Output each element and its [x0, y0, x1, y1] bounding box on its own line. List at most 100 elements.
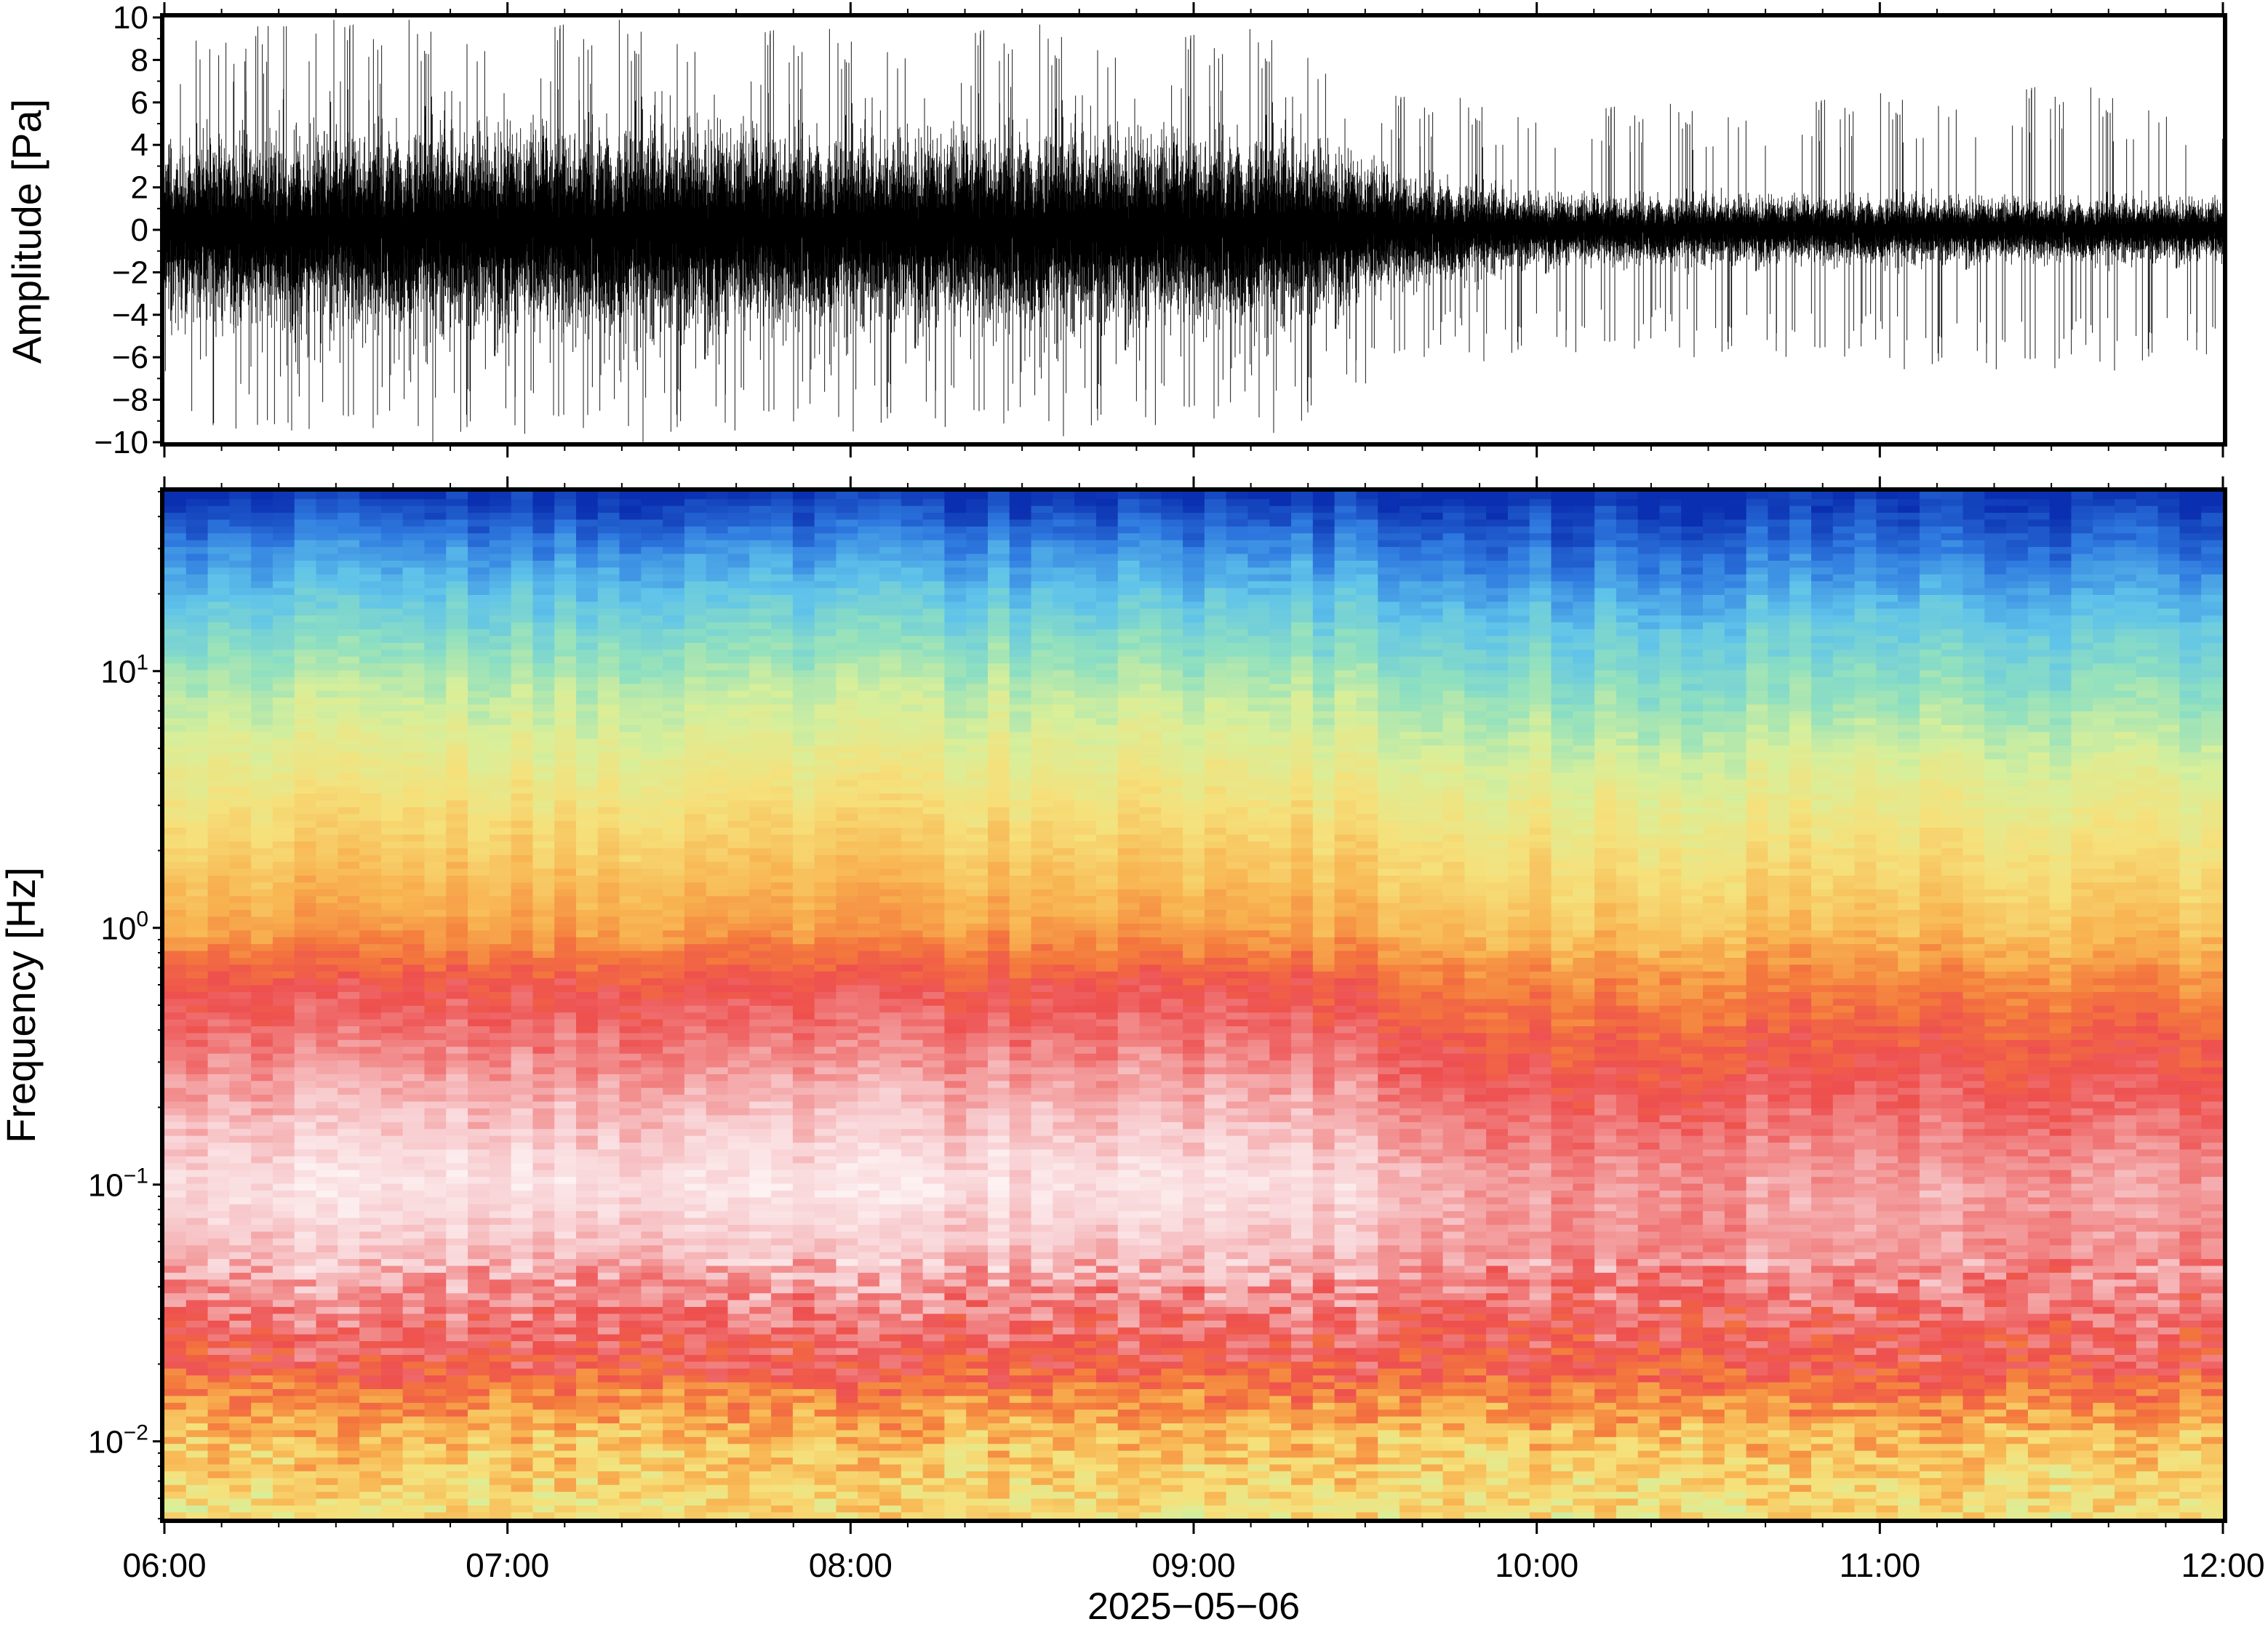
- spectrogram-cell: [229, 1039, 252, 1047]
- spectrogram-cell: [706, 1266, 729, 1273]
- spectrogram-cell: [251, 642, 273, 649]
- spectrogram-cell: [771, 937, 794, 944]
- spectrogram-cell: [208, 827, 231, 834]
- spectrogram-cell: [598, 1033, 620, 1040]
- spectrogram-cell: [706, 532, 729, 540]
- spectrogram-cell: [706, 813, 729, 820]
- spectrogram-cell: [532, 1224, 555, 1231]
- spectrogram-cell: [338, 1135, 360, 1143]
- spectrogram-cell: [511, 889, 534, 896]
- spectrogram-cell: [186, 1471, 209, 1478]
- spectrogram-cell: [359, 1292, 382, 1300]
- spectrogram-cell: [684, 1484, 707, 1492]
- spectrogram-cell: [598, 553, 620, 561]
- spectrogram-cell: [598, 745, 620, 752]
- spectrogram-cell: [186, 560, 209, 567]
- spectrogram-cell: [316, 895, 339, 903]
- spectrogram-cell: [403, 985, 426, 992]
- waveform-y-tick-label: 8: [131, 42, 148, 78]
- spectrogram-cell: [576, 519, 599, 527]
- spectrogram-cell: [490, 916, 512, 924]
- spectrogram-cell: [273, 1286, 295, 1293]
- spectrogram-cell: [468, 601, 490, 609]
- spectrogram-cell: [164, 800, 187, 807]
- spectrogram-cell: [381, 738, 404, 745]
- spectrogram-cell: [641, 916, 663, 924]
- spectrogram-cell: [858, 1266, 880, 1273]
- spectrogram-cell: [164, 752, 187, 759]
- spectrogram-cell: [208, 1286, 231, 1293]
- spectrogram-cell: [208, 697, 231, 704]
- spectrogram-cell: [229, 512, 252, 519]
- spectrogram-cell: [815, 1142, 837, 1149]
- spectrogram-cell: [338, 1266, 360, 1273]
- spectrogram-cell: [598, 813, 620, 820]
- spectrogram-cell: [576, 991, 599, 999]
- spectrogram-cell: [338, 628, 360, 636]
- spectrogram-cell: [186, 608, 209, 615]
- spectrogram-cell: [229, 1210, 252, 1218]
- spectrogram-cell: [403, 1163, 426, 1170]
- spectrogram-cell: [793, 1478, 815, 1485]
- spectrogram-cell: [490, 951, 512, 958]
- spectrogram-cell: [381, 1266, 404, 1273]
- spectrogram-cell: [836, 1512, 858, 1519]
- spectrogram-cell: [186, 1375, 209, 1382]
- spectrogram-cell: [273, 1258, 295, 1266]
- spectrogram-cell: [338, 532, 360, 540]
- spectrogram-cell: [554, 580, 577, 588]
- spectrogram-cell: [468, 615, 490, 622]
- spectrogram-cell: [164, 704, 187, 711]
- spectrogram-cell: [641, 930, 663, 937]
- spectrogram-cell: [815, 800, 837, 807]
- spectrogram-cell: [446, 1478, 468, 1485]
- spectrogram-cell: [554, 1348, 577, 1355]
- spectrogram-cell: [273, 1156, 295, 1163]
- spectrogram-cell: [706, 1012, 729, 1019]
- spectrogram-cell: [554, 930, 577, 937]
- spectrogram-cell: [424, 718, 447, 725]
- spectrogram-cell: [728, 697, 751, 704]
- spectrogram-cell: [836, 526, 858, 533]
- spectrogram-cell: [663, 813, 685, 820]
- spectrogram-cell: [229, 1300, 252, 1307]
- spectrogram-cell: [186, 1053, 209, 1060]
- spectrogram-cell: [728, 1491, 751, 1498]
- spectrogram-cell: [186, 1067, 209, 1074]
- spectrogram-cell: [359, 512, 382, 519]
- spectrogram-cell: [771, 594, 794, 601]
- spectrogram-cell: [446, 1183, 468, 1191]
- spectrogram-cell: [381, 1334, 404, 1341]
- spectrogram-cell: [164, 1060, 187, 1067]
- spectrogram-cell: [641, 670, 663, 677]
- spectrogram-cell: [446, 985, 468, 992]
- spectrogram-cell: [316, 847, 339, 855]
- spectrogram-cell: [532, 903, 555, 910]
- spectrogram-cell: [359, 1388, 382, 1396]
- spectrogram-cell: [793, 752, 815, 759]
- spectrogram-cell: [446, 1218, 468, 1225]
- spectrogram-cell: [424, 1402, 447, 1410]
- spectrogram-cell: [164, 1156, 187, 1163]
- spectrogram-cell: [229, 786, 252, 793]
- spectrogram-cell: [771, 875, 794, 882]
- spectrogram-cell: [338, 964, 360, 972]
- spectrogram-cell: [468, 1190, 490, 1197]
- spectrogram-cell: [598, 820, 620, 828]
- spectrogram-cell: [749, 1423, 772, 1430]
- spectrogram-cell: [164, 855, 187, 862]
- spectrogram-cell: [338, 1430, 360, 1437]
- spectrogram-cell: [186, 1478, 209, 1485]
- spectrogram-cell: [641, 1314, 663, 1321]
- spectrogram-cell: [815, 594, 837, 601]
- spectrogram-cell: [446, 868, 468, 876]
- spectrogram-cell: [771, 567, 794, 575]
- spectrogram-cell: [684, 1354, 707, 1362]
- spectrogram-cell: [815, 532, 837, 540]
- spectrogram-cell: [511, 1197, 534, 1204]
- spectrogram-cell: [598, 978, 620, 985]
- spectrogram-cell: [338, 546, 360, 553]
- spectrogram-cell: [663, 1409, 685, 1416]
- spectrogram-cell: [446, 601, 468, 609]
- spectrogram-cell: [576, 642, 599, 649]
